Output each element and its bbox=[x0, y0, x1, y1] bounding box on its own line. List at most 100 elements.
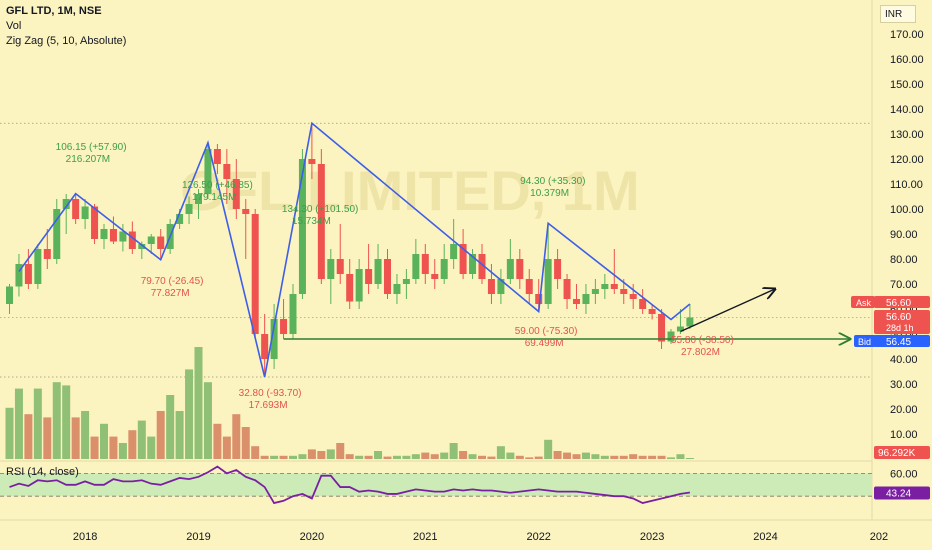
volume-bar bbox=[5, 407, 14, 459]
volume-bar bbox=[478, 455, 486, 459]
bid-value-bg bbox=[874, 335, 930, 347]
rsi-line bbox=[9, 465, 691, 505]
price-axis-tick: 170.00 bbox=[890, 29, 924, 41]
last-price-value: 56.60 bbox=[886, 312, 911, 323]
time-axis-tick: 2023 bbox=[640, 531, 664, 543]
volume-value-bg bbox=[874, 446, 930, 459]
volume-bar bbox=[90, 436, 99, 459]
rsi-band bbox=[0, 473, 872, 497]
time-axis-tick: 2024 bbox=[753, 531, 777, 543]
zigzag-annotation-price: 126.50 (+46.85) bbox=[182, 180, 253, 191]
price-axis-tick: 70.00 bbox=[890, 279, 918, 291]
candle-body bbox=[15, 264, 23, 287]
candle-body bbox=[393, 284, 401, 294]
candle-body bbox=[185, 204, 193, 214]
candle-body bbox=[6, 286, 13, 304]
volume-bar bbox=[610, 455, 619, 459]
candle-body bbox=[497, 279, 505, 294]
candle-body bbox=[365, 269, 373, 284]
volume-bar bbox=[118, 443, 127, 459]
symbol-title[interactable]: GFL LTD, 1M, NSE bbox=[6, 5, 102, 17]
volume-bar bbox=[260, 455, 269, 459]
volume-bar bbox=[421, 452, 430, 459]
volume-bar bbox=[213, 423, 222, 459]
volume-bar bbox=[203, 382, 212, 459]
candle-body bbox=[676, 326, 684, 332]
volume-indicator-label[interactable]: Vol bbox=[6, 20, 22, 32]
candle-body bbox=[213, 149, 221, 164]
volume-bar bbox=[392, 455, 401, 459]
candle-body bbox=[639, 299, 647, 309]
price-axis-tick: 110.00 bbox=[890, 179, 923, 191]
symbol-watermark: GFL LIMITED, 1M bbox=[180, 159, 639, 222]
price-axis-tick: 80.00 bbox=[890, 254, 918, 266]
candle-body bbox=[280, 319, 288, 334]
candle-body bbox=[336, 259, 344, 274]
candle-body bbox=[270, 319, 278, 359]
candle-body bbox=[100, 229, 108, 239]
volume-bar bbox=[128, 430, 137, 459]
volume-bar bbox=[241, 427, 250, 459]
volume-bar bbox=[307, 449, 316, 459]
rsi-indicator-label[interactable]: RSI (14, close) bbox=[6, 466, 79, 478]
price-axis-tick: 20.00 bbox=[890, 404, 918, 416]
volume-bar bbox=[430, 454, 439, 459]
candle-body bbox=[223, 164, 231, 179]
volume-bar bbox=[383, 456, 392, 459]
candle-body bbox=[261, 334, 269, 359]
volume-bar bbox=[496, 446, 505, 459]
volume-bar bbox=[166, 395, 175, 459]
volume-bar bbox=[619, 455, 628, 459]
candle-body bbox=[478, 254, 486, 279]
candle-body bbox=[53, 209, 61, 259]
volume-bar bbox=[572, 454, 581, 459]
candle-body bbox=[591, 289, 599, 294]
volume-bar bbox=[345, 454, 354, 459]
candle-body bbox=[242, 209, 250, 214]
volume-bar bbox=[156, 411, 165, 459]
projection-arrow bbox=[680, 289, 775, 333]
candle-body bbox=[450, 244, 458, 259]
ask-value: 56.60 bbox=[886, 298, 911, 309]
candle-body bbox=[81, 206, 89, 219]
currency-selector[interactable]: INR bbox=[880, 5, 916, 23]
time-axis-tick: 2021 bbox=[413, 531, 437, 543]
volume-bar bbox=[459, 451, 468, 459]
volume-bar bbox=[544, 439, 553, 459]
candle-body bbox=[506, 259, 514, 279]
volume-bar bbox=[515, 455, 524, 459]
chart-legend: GFL LTD, 1M, NSE Vol Zig Zag (5, 10, Abs… bbox=[6, 4, 126, 49]
candle-body bbox=[629, 294, 637, 299]
volume-bar bbox=[525, 457, 534, 459]
volume-bar bbox=[33, 388, 42, 459]
volume-bar bbox=[14, 388, 23, 459]
candle-body bbox=[431, 274, 439, 279]
price-axis-tick: 100.00 bbox=[890, 204, 924, 216]
volume-bar bbox=[279, 455, 288, 459]
candle-body bbox=[251, 214, 259, 334]
candle-body bbox=[487, 279, 495, 294]
candle-body bbox=[459, 244, 467, 274]
volume-bar bbox=[676, 454, 685, 459]
candle-body bbox=[34, 249, 42, 284]
candle-body bbox=[232, 179, 240, 209]
time-axis-tick: 2018 bbox=[73, 531, 97, 543]
candle-body bbox=[91, 206, 99, 239]
zigzag-indicator-label[interactable]: Zig Zag (5, 10, Absolute) bbox=[6, 35, 127, 47]
ask-label: Ask bbox=[856, 298, 872, 308]
rsi-value-bg bbox=[874, 486, 930, 500]
volume-bar bbox=[24, 414, 33, 459]
zigzag-annotation-price: 94.30 (+35.30) bbox=[520, 176, 585, 187]
volume-bar bbox=[553, 451, 562, 459]
candle-body bbox=[355, 269, 363, 302]
candle-body bbox=[610, 284, 618, 289]
zigzag-annotation-volume: 15.734M bbox=[292, 216, 331, 227]
volume-bar bbox=[317, 451, 326, 459]
volume-bar bbox=[440, 452, 449, 459]
candle-body bbox=[317, 164, 325, 279]
candle-body bbox=[157, 236, 165, 249]
ask-tag-bg bbox=[851, 296, 875, 308]
